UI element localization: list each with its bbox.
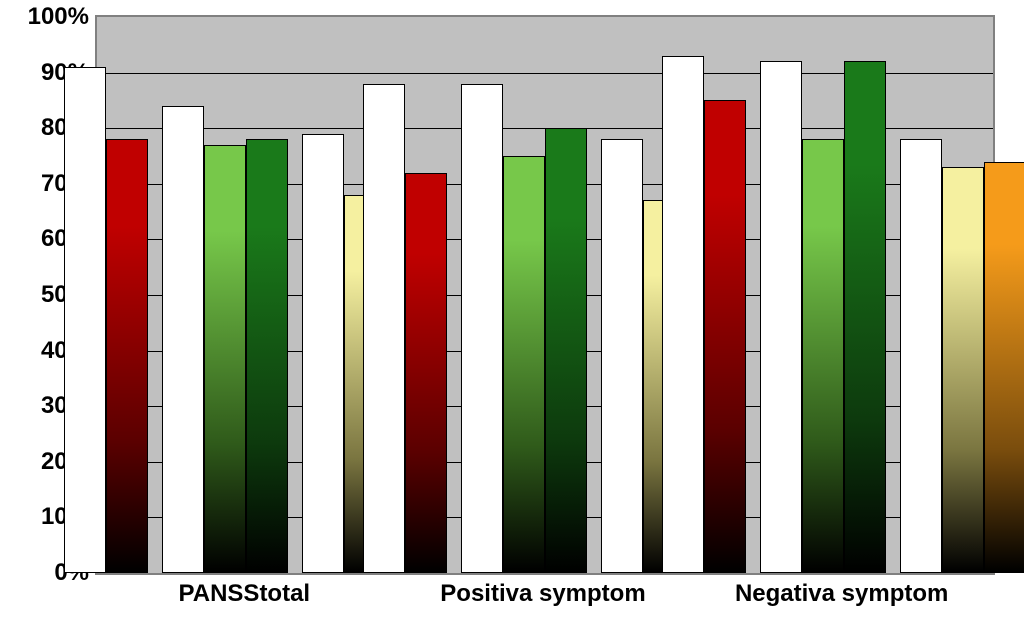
bar-white3 <box>601 139 643 573</box>
bar-lgreen <box>802 139 844 573</box>
bar-white2 <box>760 61 802 573</box>
bar-red <box>405 173 447 573</box>
bar-orange <box>984 162 1024 573</box>
bar-dgreen <box>545 128 587 573</box>
bar-white1 <box>363 84 405 573</box>
bar-dgreen <box>246 139 288 573</box>
bar-white3 <box>302 134 344 573</box>
bar-white1 <box>64 67 106 573</box>
bar-white1 <box>662 56 704 573</box>
bar-white3 <box>900 139 942 573</box>
chart-container: 0%10%20%30%40%50%60%70%80%90%100% PANSSt… <box>0 0 1024 630</box>
bar-red <box>106 139 148 573</box>
plot-area <box>95 15 995 575</box>
y-tick-label: 100% <box>9 3 89 31</box>
x-tick-label: PANSStotal <box>95 580 394 608</box>
x-tick-label: Positiva symptom <box>394 580 693 608</box>
bars-layer <box>97 17 993 573</box>
bar-lgreen <box>204 145 246 573</box>
bar-white2 <box>461 84 503 573</box>
bar-white2 <box>162 106 204 573</box>
x-tick-label: Negativa symptom <box>692 580 991 608</box>
bar-red <box>704 100 746 573</box>
bar-dgreen <box>844 61 886 573</box>
bar-yellow <box>942 167 984 573</box>
bar-lgreen <box>503 156 545 573</box>
